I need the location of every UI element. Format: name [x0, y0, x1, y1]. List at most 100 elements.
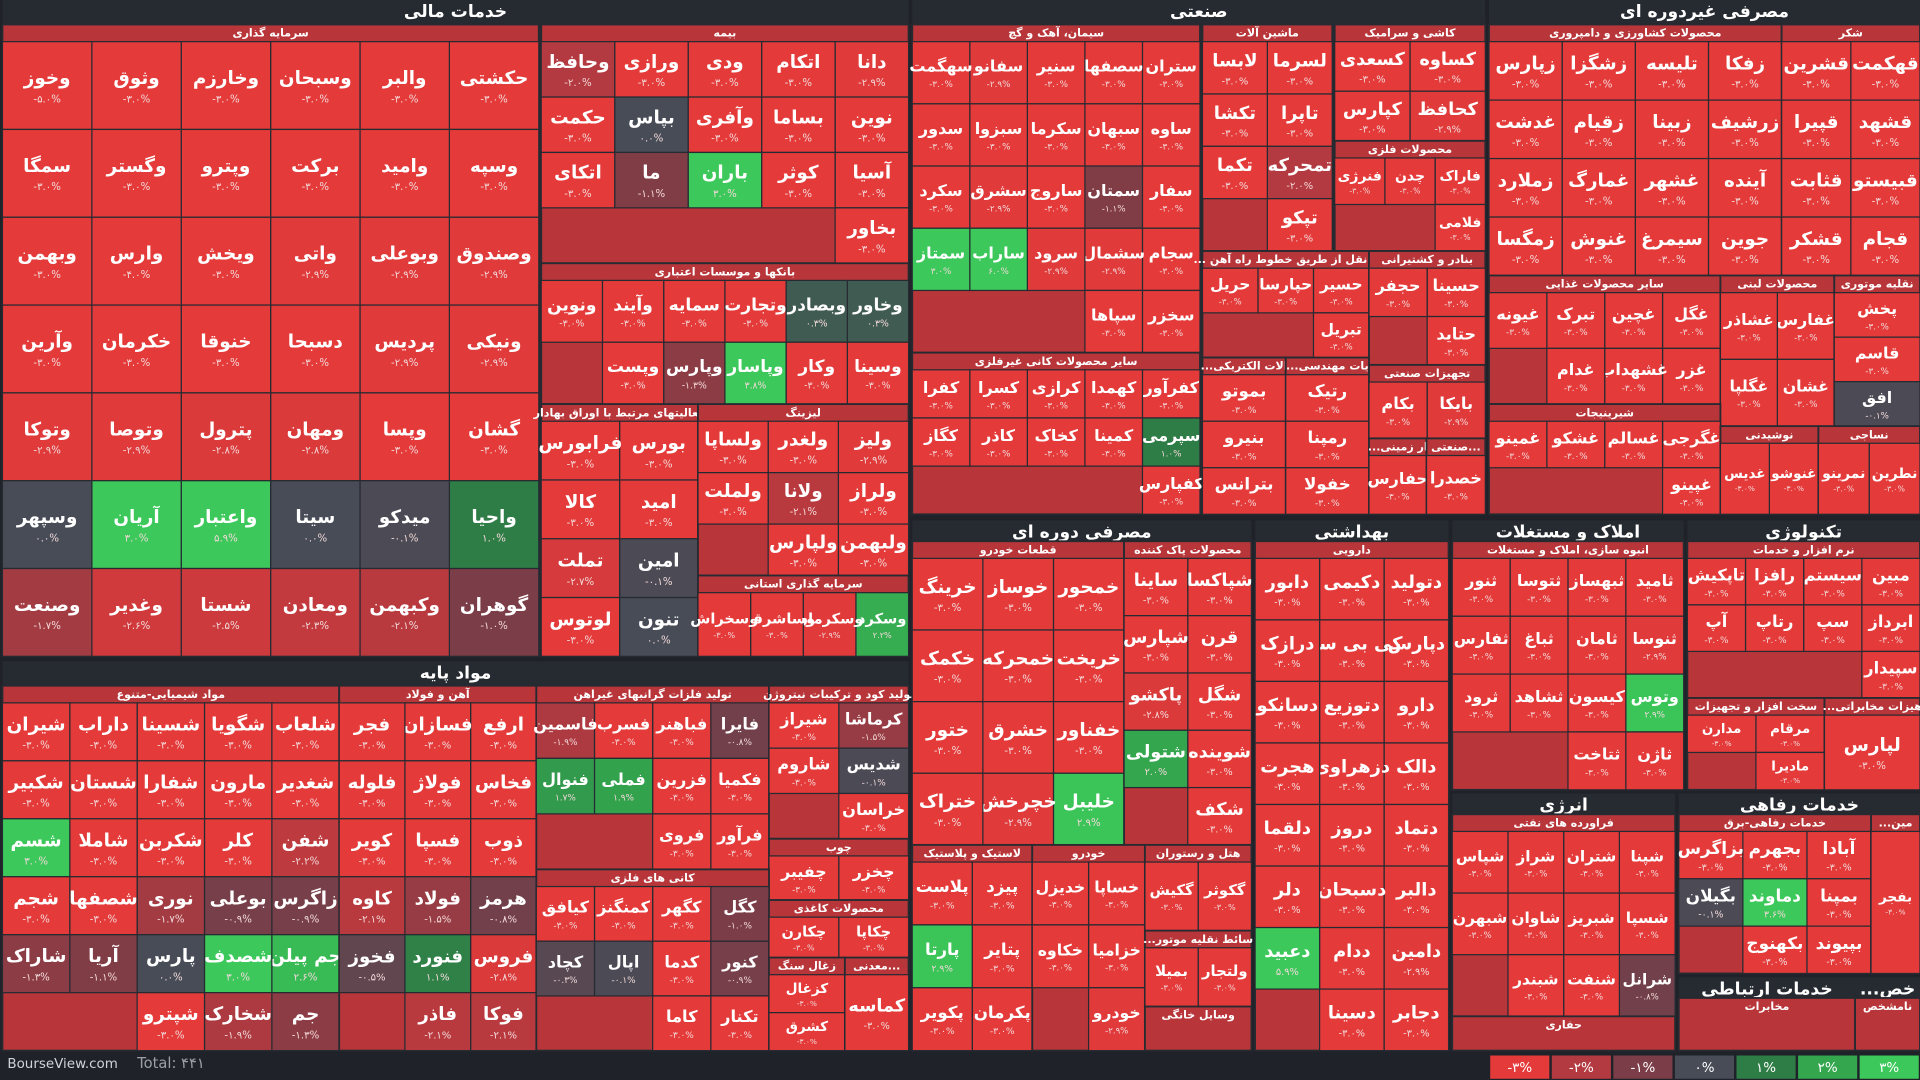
tile: [540, 279, 604, 343]
tile-change: -۳.۰%: [1105, 901, 1128, 911]
group-title: آهن و فولاد: [406, 687, 470, 701]
tile-change: -۳.۰%: [670, 921, 694, 931]
tile-change: -۳.۰%: [1403, 598, 1429, 609]
tile-change: -۳.۰%: [719, 507, 747, 518]
tile-change: -۳.۰%: [224, 799, 252, 810]
tile-name: وخوز: [23, 68, 71, 89]
tile-name: دماوند: [1749, 886, 1801, 907]
tile-name: وپاسار: [726, 357, 783, 377]
tile-change: -۳.۰%: [1159, 205, 1183, 215]
tile-change: -۲.۹%: [1444, 418, 1468, 428]
group-title: هتل و رستوران: [1156, 847, 1241, 860]
tile-change: ۳.۶%: [1764, 910, 1786, 921]
tile-change: -۲.۶%: [123, 621, 151, 632]
tile-change: -۳.۰%: [929, 450, 953, 460]
tile-change: -۳.۰%: [1232, 405, 1257, 416]
tile-name: قجام: [1863, 229, 1909, 250]
tile-change: -۳.۰%: [987, 401, 1011, 411]
tile-change: -۳.۰%: [987, 450, 1011, 460]
tile-name: ساینا: [1134, 571, 1178, 591]
tile: [359, 392, 450, 482]
tile-name: دارو: [1397, 695, 1435, 716]
tile-change: -۳.۰%: [1102, 329, 1126, 339]
tile-change: -۳.۰%: [1622, 452, 1646, 462]
tile: [1201, 374, 1287, 422]
tile-name: فزرین: [656, 770, 707, 789]
tile-name: وامید: [381, 156, 428, 177]
tile-name: وصنعت: [14, 595, 80, 616]
tile-name: مدارن: [1702, 722, 1742, 737]
tile-name: خساپا: [1094, 877, 1139, 897]
tile-name: فرابورس: [538, 433, 622, 454]
tile-name: آریان: [113, 505, 160, 528]
tile: [1744, 557, 1805, 606]
tile: [982, 629, 1055, 703]
tile-change: -۳.۰%: [612, 738, 636, 748]
tile-change: -۳.۰%: [1802, 138, 1830, 149]
tile: [1383, 988, 1450, 1052]
source: BourseView.com: [7, 1057, 118, 1072]
tile-name: پتایر: [983, 940, 1020, 960]
tile: [1861, 650, 1920, 699]
tile: [844, 974, 910, 1052]
tile-change: -۳.۰%: [90, 741, 118, 752]
tile-name: شاراک: [6, 946, 67, 967]
tile-change: ۱.۷%: [555, 794, 576, 804]
tile: [1425, 454, 1486, 515]
tile-change: -۳.۰%: [1879, 682, 1903, 692]
tile: [1561, 99, 1636, 160]
tile-change: -۳.۰%: [1762, 862, 1787, 873]
tile-name: لابسا: [1212, 50, 1257, 71]
tile-change: -۳.۰%: [612, 921, 636, 931]
tile-change: -۳.۰%: [1207, 825, 1233, 836]
tile: [540, 479, 621, 540]
tile: [614, 96, 689, 154]
tile-change: -۳.۰%: [1450, 187, 1471, 196]
tile-name: گشان: [468, 418, 520, 440]
tile-name: سفار: [1149, 181, 1193, 200]
tile-change: -۳.۰%: [930, 1026, 955, 1037]
group: [1854, 997, 1920, 1052]
tile-name: سخزر: [1147, 305, 1195, 324]
tile: [1384, 157, 1436, 206]
tile-change: -۲.۷%: [567, 577, 595, 588]
tile-name: وسکرد: [858, 610, 906, 627]
group-title: محصولات فلزی: [1368, 143, 1452, 156]
tile: [911, 987, 973, 1052]
tile-name: وپارس: [666, 357, 723, 377]
tile-change: -۲.۹%: [987, 80, 1011, 90]
tile-name: غنوش: [1570, 229, 1627, 250]
tile-name: فسپا: [415, 830, 460, 851]
tile-change: -۳.۰%: [1232, 498, 1257, 509]
tile: [911, 924, 973, 989]
tile-name: مرقام: [1770, 722, 1810, 737]
tile-name: امین: [638, 551, 680, 572]
tile-name: وسپه: [470, 156, 518, 177]
tile-change: -۳.۰%: [567, 518, 595, 529]
tile-name: سنیر: [1036, 57, 1076, 76]
tile-name: شکربن: [139, 830, 203, 851]
legend-label: ۲%: [1818, 1061, 1838, 1076]
tile-name: سجام: [1149, 243, 1194, 262]
tile-name: کخاک: [1034, 426, 1078, 445]
tile-change: -۳.۰%: [766, 630, 788, 640]
tile: [710, 757, 770, 815]
tile-change: -۳.۰%: [292, 799, 320, 810]
tile: [768, 747, 840, 795]
tile-name: ما: [642, 163, 660, 184]
tile: [1123, 729, 1189, 789]
tile-change: -۳.۰%: [22, 741, 50, 752]
tile-name: کفرا: [923, 378, 960, 397]
group-title: مواد شیمیایی-متنوع: [117, 688, 226, 701]
sector-title: انرژی: [1539, 796, 1588, 816]
tile-name: ولانا: [784, 481, 823, 502]
tile: [1254, 865, 1321, 929]
tile-name: زقیام: [1574, 112, 1624, 133]
tile: [982, 557, 1055, 631]
tile: [652, 995, 712, 1052]
tile: [271, 760, 340, 820]
group-title: فعالیتهای مرتبط با اوراق بهادار: [533, 406, 706, 419]
tile-name: غدشت: [1495, 112, 1556, 133]
tile-change: -۳.۰%: [1564, 384, 1588, 394]
group: [1143, 1005, 1253, 1052]
